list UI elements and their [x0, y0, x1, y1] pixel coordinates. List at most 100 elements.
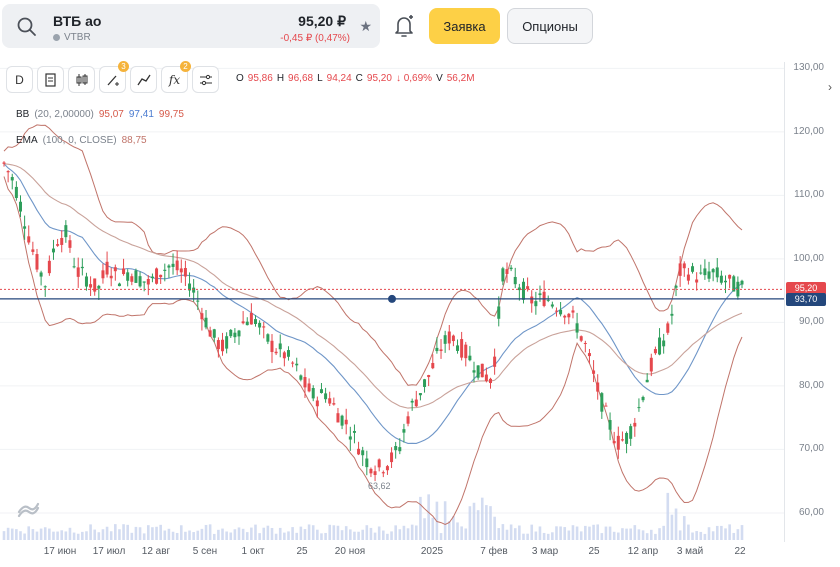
bb-params: (20, 2,00000) — [34, 109, 94, 120]
candle-body — [711, 269, 715, 273]
candle-body — [146, 279, 150, 285]
candle-body — [93, 278, 97, 292]
volume-bar — [563, 527, 567, 540]
ticker-selector[interactable]: ВТБ ао VTBR 95,20 ₽ -0,45 ₽ (0,47%) ★ — [2, 4, 380, 48]
candle-body — [72, 266, 76, 268]
period-button[interactable]: D — [6, 66, 33, 93]
trend-tool-button[interactable] — [130, 66, 157, 93]
volume-bar — [48, 528, 51, 540]
alert-bell-icon[interactable] — [393, 14, 415, 38]
level-handle — [388, 294, 396, 303]
volume-bar — [316, 529, 319, 540]
indicators-button[interactable]: fx 2 — [161, 61, 191, 93]
candle-body — [377, 459, 381, 468]
candle-body — [662, 340, 666, 347]
candle-body — [233, 332, 237, 338]
volume-bar — [217, 529, 220, 540]
volume-bar — [476, 510, 480, 540]
bb-indicator-legend[interactable]: BB (20, 2,00000) 95,07 97,41 99,75 — [16, 109, 184, 120]
candle-body — [295, 363, 299, 366]
volume-bar — [155, 526, 158, 540]
candle-body — [303, 377, 307, 388]
candle-body — [443, 335, 447, 344]
volume-bar — [431, 517, 435, 540]
volume-bar — [126, 524, 129, 540]
volume-bar — [349, 529, 352, 540]
candle-body — [633, 422, 637, 427]
candle-body — [27, 236, 31, 243]
candle-body — [447, 331, 451, 344]
volume-bar — [60, 530, 64, 540]
candle-body — [373, 471, 377, 476]
drawing-count-badge: 3 — [118, 61, 129, 72]
volume-bar — [674, 508, 678, 540]
candle-body — [150, 276, 154, 279]
search-icon — [17, 17, 36, 36]
volume-bar — [254, 524, 257, 540]
settings-button[interactable] — [192, 66, 219, 93]
candle-body — [225, 336, 229, 349]
candle-body — [18, 201, 22, 212]
volume-bar — [336, 525, 340, 540]
candle-body — [245, 321, 249, 326]
x-tick-label: 20 ноя — [334, 546, 366, 557]
candle-body — [435, 347, 439, 352]
volume-bar — [138, 527, 142, 540]
chart-type-button[interactable] — [68, 66, 95, 93]
volume-bar — [687, 524, 690, 540]
candle-body — [567, 313, 571, 318]
candle-body — [546, 299, 550, 301]
drawing-tools-button[interactable]: 3 — [99, 61, 129, 93]
volume-bar — [414, 525, 418, 540]
volume-bar — [171, 531, 175, 540]
function-icon: fx — [168, 72, 181, 87]
candle-body — [167, 265, 171, 268]
volume-bar — [600, 533, 604, 540]
volume-bar — [344, 526, 348, 540]
volume-bar — [724, 528, 727, 540]
volume-bar — [443, 501, 447, 540]
volume-label: V — [436, 73, 443, 84]
volume-bar — [200, 528, 204, 540]
order-button[interactable]: Заявка — [429, 8, 500, 44]
volume-bar — [464, 528, 468, 540]
candle-body — [122, 268, 126, 275]
volume-bar — [365, 525, 369, 540]
candle-body — [126, 272, 130, 281]
candle-body — [60, 237, 64, 245]
candle-body — [138, 276, 142, 287]
y-tick-label: 110,00 — [794, 189, 824, 201]
candle-body — [398, 447, 402, 452]
volume-bar — [588, 526, 591, 540]
change-value: ↓ 0,69% — [395, 73, 433, 84]
price-chart[interactable] — [0, 62, 784, 542]
candle-body — [460, 339, 464, 358]
candle-body — [47, 260, 51, 274]
candle-body — [324, 393, 328, 400]
ema-indicator-legend[interactable]: EMA (100, 0, CLOSE) 88,75 — [16, 135, 147, 146]
volume-bar — [39, 528, 43, 540]
report-button[interactable] — [37, 66, 64, 93]
candle-body — [629, 426, 633, 439]
candle-body — [641, 396, 645, 401]
options-button[interactable]: Опционы — [507, 8, 593, 44]
volume-bar — [678, 530, 682, 540]
volume-bar — [447, 521, 451, 540]
candle-body — [328, 398, 332, 404]
volume-bar — [105, 526, 109, 540]
candle-body — [596, 382, 600, 392]
ema-params: (100, 0, CLOSE) — [42, 135, 117, 146]
chart-toolbar: D 3 fx 2 — [6, 61, 219, 94]
favorite-star-icon[interactable]: ★ — [359, 18, 372, 34]
time-axis[interactable]: 17 июн 17 июл 12 авг 5 сен 1 окт 25 20 ноя 2025… — [0, 542, 784, 567]
volume-bar — [456, 522, 459, 540]
candle-body — [282, 352, 286, 359]
candle-body — [451, 335, 455, 342]
chevron-right-icon[interactable]: › — [828, 80, 832, 94]
volume-bar — [522, 533, 525, 540]
volume-bar — [307, 524, 311, 540]
candle-body — [200, 313, 204, 320]
bb-middle-line — [3, 163, 743, 444]
candle-body — [608, 420, 612, 430]
candle-body — [670, 313, 674, 316]
